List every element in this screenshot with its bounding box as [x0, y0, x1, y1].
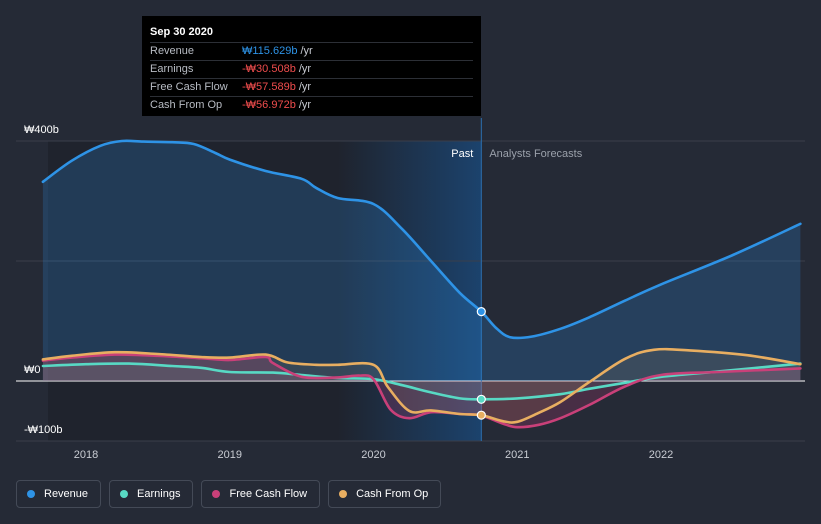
legend-item-cash-from-op[interactable]: Cash From Op [328, 480, 442, 508]
legend-dot-icon [339, 490, 348, 498]
x-tick-label: 2022 [649, 449, 673, 461]
legend-label: Cash From Op [356, 488, 429, 500]
tooltip-unit: /yr [298, 81, 312, 93]
legend-label: Free Cash Flow [229, 488, 308, 500]
legend-label: Earnings [137, 488, 181, 500]
tooltip-row-free-cash-flow: Free Cash Flow -₩57.589b /yr [150, 79, 473, 96]
tooltip-value: -₩56.972b [242, 99, 296, 111]
x-tick-label: 2019 [218, 449, 242, 461]
forecast-label: Analysts Forecasts [489, 148, 582, 160]
tooltip-label: Cash From Op [150, 99, 223, 111]
past-label: Past [451, 148, 473, 160]
tooltip-row-cash-from-op: Cash From Op -₩56.972b /yr [150, 97, 473, 114]
tooltip-label: Revenue [150, 45, 195, 57]
tooltip: Sep 30 2020 Revenue ₩115.629b /yr Earnin… [142, 16, 481, 116]
line-cash-from-op [41, 347, 802, 424]
legend-item-revenue[interactable]: Revenue [16, 480, 102, 508]
tooltip-value: -₩30.508b [242, 63, 296, 75]
legend-dot-icon [120, 490, 129, 498]
tooltip-unit: /yr [298, 63, 312, 75]
line-earnings [41, 362, 802, 401]
tooltip-label: Free Cash Flow [150, 81, 228, 93]
tooltip-date: Sep 30 2020 [150, 26, 213, 38]
tooltip-unit: /yr [298, 99, 312, 111]
tooltip-row-revenue: Revenue ₩115.629b /yr [150, 43, 473, 60]
line-revenue [41, 139, 802, 340]
legend: Revenue Earnings Free Cash Flow Cash Fro… [16, 480, 442, 508]
legend-dot-icon [27, 490, 35, 498]
legend-label: Revenue [44, 488, 89, 500]
legend-dot-icon [212, 490, 221, 498]
y-tick-label: -₩100b [24, 424, 63, 436]
marker-revenue [476, 307, 486, 317]
y-tick-label: ₩400b [24, 124, 59, 136]
tooltip-value: -₩57.589b [242, 81, 296, 93]
y-tick-label: ₩0 [24, 364, 41, 376]
tooltip-unit: /yr [300, 45, 313, 57]
tooltip-value: ₩115.629b [242, 45, 298, 57]
tooltip-label: Earnings [150, 63, 194, 75]
legend-item-free-cash-flow[interactable]: Free Cash Flow [201, 480, 321, 508]
legend-item-earnings[interactable]: Earnings [109, 480, 194, 508]
tooltip-row-earnings: Earnings -₩30.508b /yr [150, 61, 473, 78]
area-revenue [42, 140, 801, 381]
marker-earnings [476, 394, 486, 404]
x-tick-label: 2018 [74, 449, 98, 461]
x-tick-label: 2021 [505, 449, 529, 461]
x-tick-label: 2020 [361, 449, 385, 461]
marker-cash-from-op [476, 410, 486, 420]
